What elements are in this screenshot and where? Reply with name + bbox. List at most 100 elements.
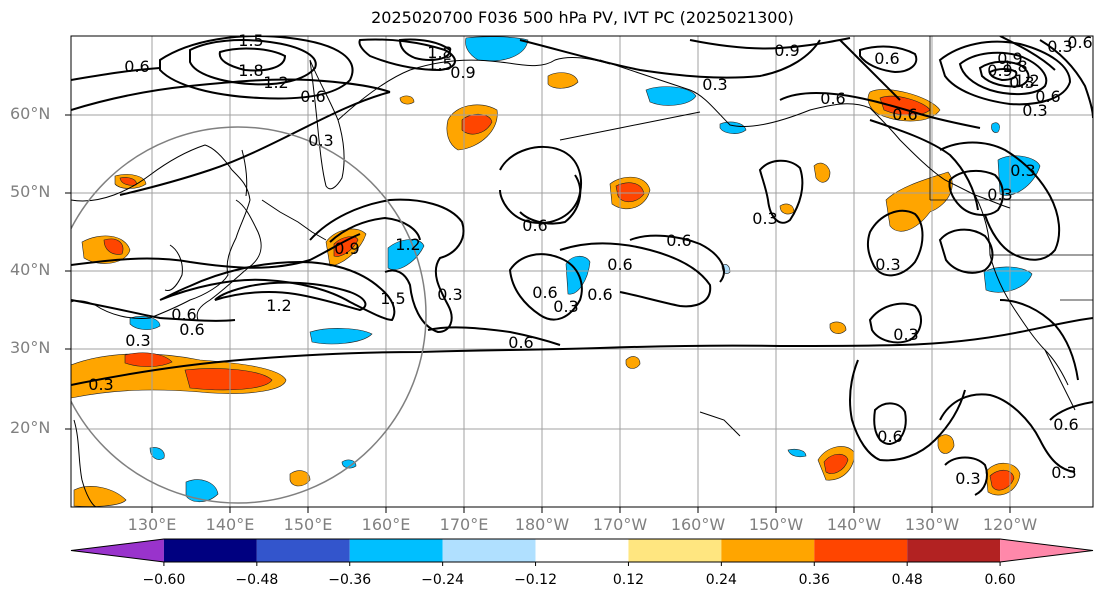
contour-line: [958, 51, 1048, 96]
contour-line: [859, 45, 918, 74]
lon-label: 160°W: [670, 515, 726, 534]
contour-line: [71, 317, 1093, 386]
positive-anomaly-shading: [71, 72, 1021, 507]
contour-line: [779, 92, 981, 129]
colorbar-tick-label: 0.48: [891, 572, 923, 588]
contour-line: [1039, 39, 1093, 119]
contour-label: 0.3: [125, 331, 150, 350]
contour-line: [218, 47, 287, 72]
contour-label: 0.6: [1067, 33, 1092, 52]
colorbar-segment: [1000, 539, 1093, 562]
shade-region: [124, 352, 173, 367]
contour-line: [427, 326, 561, 346]
contour-label: 1.2: [266, 296, 291, 315]
contour-line: [939, 393, 1076, 473]
lon-label: 150°E: [283, 515, 333, 534]
kamchatka-coast: [309, 59, 345, 190]
contour-line: [758, 159, 804, 224]
lon-label: 130°W: [904, 515, 960, 534]
colorbar-segment: [349, 539, 443, 562]
contour-label: 0.9: [774, 41, 799, 60]
contour-line: [839, 39, 901, 101]
shade-region: [787, 448, 807, 458]
contour-line: [159, 260, 396, 322]
lon-label: 140°E: [205, 515, 255, 534]
shade-region: [289, 470, 311, 487]
contour-labels: 1.5 1.8 1.2 0.6 0.3 1.8 1.5 0.9 0.9 0.3 …: [88, 31, 1092, 488]
lat-label: 50°N: [10, 182, 51, 201]
colorbar-tick-label: −0.48: [235, 572, 279, 588]
contour-label: 1.8: [238, 61, 263, 80]
contour-label: 1.5: [238, 31, 263, 50]
political-borders: [929, 36, 1093, 301]
lon-label: 180°W: [514, 515, 570, 534]
lon-label: 120°W: [982, 515, 1038, 534]
contour-label: 0.6: [508, 333, 533, 352]
contour-label: 1.5: [380, 289, 405, 308]
contour-line: [71, 299, 236, 322]
contour-label: 0.3: [1047, 37, 1072, 56]
contour-label: 0.9: [450, 63, 475, 82]
contour-label: 0.3: [1009, 73, 1034, 92]
contour-label: 0.6: [874, 49, 899, 68]
lon-label: 170°E: [439, 515, 489, 534]
japan-coast: [196, 199, 262, 321]
contour-line: [939, 141, 1061, 261]
lon-label: 160°E: [361, 515, 411, 534]
contour-label: 1.8: [1002, 57, 1027, 76]
colorbar-tick-label: −0.36: [328, 572, 372, 588]
contour-label: 0.3: [437, 285, 462, 304]
contour-label: 0.6: [532, 283, 557, 302]
colorbar-segment: [163, 539, 257, 562]
contour-line: [868, 302, 922, 344]
shade-region: [937, 434, 955, 454]
contour-line: [944, 456, 988, 496]
lat-label: 30°N: [10, 338, 51, 357]
shade-region: [823, 453, 849, 474]
shade-region: [829, 321, 847, 334]
contour-line: [398, 38, 452, 61]
lat-label: 60°N: [10, 104, 51, 123]
contour-line: [938, 40, 1072, 106]
contour-line: [559, 242, 712, 308]
contour-line: [71, 67, 161, 81]
sakhalin-coast: [241, 149, 248, 197]
contour-line: [358, 38, 456, 72]
contour-label: 1.8: [427, 43, 452, 62]
colorbar-segment: [256, 539, 350, 562]
baja-coast: [1044, 349, 1076, 411]
asia-coast: [71, 144, 251, 319]
contour-line: [629, 234, 725, 283]
contour-line: [519, 174, 582, 225]
contour-line: [849, 359, 966, 462]
shade-region: [309, 328, 373, 345]
shade-region: [103, 238, 124, 255]
contour-line: [948, 169, 1004, 216]
contour-label: 0.6: [124, 57, 149, 76]
shade-region: [465, 36, 529, 62]
contour-line: [309, 198, 465, 334]
philippines-coast: [73, 419, 97, 507]
contour-line: [999, 299, 1079, 381]
contour-label: 0.3: [875, 255, 900, 274]
reference-circle: [71, 126, 427, 504]
contour-label: 0.6: [607, 255, 632, 274]
contour-line: [1049, 401, 1093, 421]
contour-line: [71, 233, 361, 269]
contour-line: [519, 39, 821, 79]
hawaii: [699, 411, 741, 437]
shade-region: [991, 122, 1000, 133]
colorbar-segment: [535, 539, 629, 562]
contour-label: 0.9: [334, 239, 359, 258]
shade-region: [885, 171, 953, 232]
contour-label: 0.6: [666, 231, 691, 250]
contour-label: 0.3: [1022, 101, 1047, 120]
contour-line: [189, 39, 317, 86]
shade-region: [185, 479, 219, 503]
contour-line: [508, 253, 583, 321]
lon-label: 170°W: [592, 515, 648, 534]
contour-label: 0.6: [522, 216, 547, 235]
lon-label: 150°W: [748, 515, 804, 534]
colorbar-tick-label: 0.12: [612, 572, 645, 588]
